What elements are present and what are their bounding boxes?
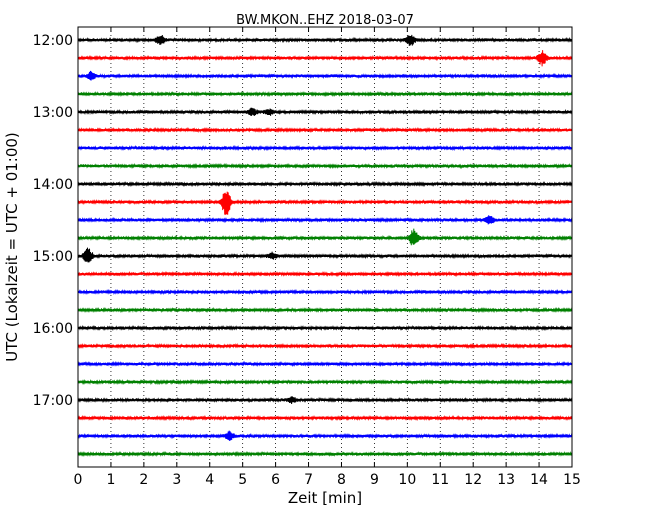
y-tick-label: 13:00 (33, 105, 73, 121)
y-tick-label: 17:00 (33, 393, 73, 409)
x-tick-label: 8 (337, 472, 346, 488)
x-tick-label: 15 (563, 472, 581, 488)
trace-line (77, 90, 573, 98)
x-tick-label: 7 (304, 472, 313, 488)
trace-line (77, 180, 573, 188)
trace-line (77, 162, 573, 170)
x-tick-label: 10 (398, 472, 416, 488)
y-tick-label: 15:00 (33, 249, 73, 265)
x-axis: 0 1 2 3 4 5 6 7 8 9 10 11 12 13 14 15 (74, 27, 581, 488)
x-tick-label: 5 (238, 472, 247, 488)
trace-line (77, 414, 573, 422)
y-tick-label: 12:00 (33, 33, 73, 49)
trace-line (77, 215, 573, 225)
trace-line (77, 396, 573, 405)
trace-line (77, 144, 573, 152)
y-axis-label: UTC (Lokalzeit = UTC + 01:00) (3, 132, 21, 362)
trace-line (77, 378, 573, 386)
trace-line (77, 34, 573, 46)
trace-line (77, 342, 573, 350)
x-tick-label: 4 (205, 472, 214, 488)
trace-line (77, 430, 573, 442)
trace-line (77, 360, 573, 368)
y-tick-label: 16:00 (33, 321, 73, 337)
x-tick-label: 6 (271, 472, 280, 488)
y-tick-label: 14:00 (33, 177, 73, 193)
trace-line (77, 70, 573, 81)
y-axis: 12:00 13:00 14:00 15:00 16:00 17:00 (33, 33, 572, 409)
trace-line (77, 107, 573, 116)
x-axis-label: Zeit [min] (288, 489, 362, 507)
x-tick-label: 12 (464, 472, 482, 488)
x-tick-label: 14 (530, 472, 548, 488)
trace-line (77, 450, 573, 458)
x-tick-label: 11 (431, 472, 449, 488)
trace-line (77, 324, 573, 332)
trace-line (77, 288, 573, 296)
trace-line (77, 306, 573, 314)
trace-line (77, 126, 573, 134)
x-tick-label: 9 (370, 472, 379, 488)
trace-line (77, 50, 573, 67)
plot-frame (77, 26, 573, 468)
x-tick-label: 13 (497, 472, 515, 488)
trace-line (77, 270, 573, 278)
x-tick-label: 2 (139, 472, 148, 488)
x-tick-label: 0 (74, 472, 83, 488)
seismic-traces (77, 34, 573, 458)
x-tick-label: 3 (172, 472, 181, 488)
trace-line (77, 228, 573, 246)
chart-title: BW.MKON..EHZ 2018-03-07 (236, 13, 414, 28)
trace-line (77, 191, 573, 215)
x-tick-label: 1 (106, 472, 115, 488)
grid-lines (110, 27, 540, 467)
trace-line (77, 247, 573, 263)
